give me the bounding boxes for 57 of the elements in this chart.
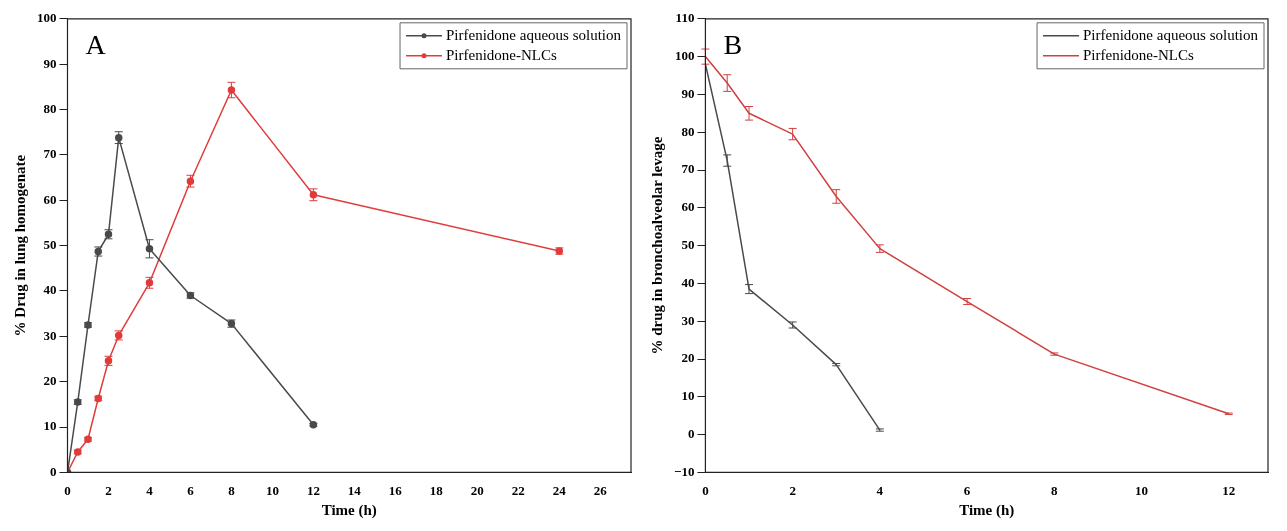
- y-axis-title: % Drug in lung homogenate: [11, 154, 28, 337]
- x-tick-label: 10: [265, 482, 279, 498]
- x-tick-label: 10: [1135, 482, 1149, 498]
- legend-label: Pirfenidone-NLCs: [1083, 46, 1194, 63]
- y-tick-label: 80: [43, 100, 57, 116]
- y-tick-label: 20: [43, 373, 57, 389]
- y-tick-label: 70: [681, 161, 695, 177]
- x-tick-label: 16: [388, 482, 403, 498]
- y-tick-label: 10: [681, 388, 695, 404]
- x-tick-label: 0: [702, 482, 709, 498]
- y-tick-label: 50: [43, 236, 57, 252]
- point: [145, 245, 154, 253]
- x-tick-label: 12: [1222, 482, 1236, 498]
- x-tick-label: 6: [963, 482, 971, 498]
- y-tick-label: 60: [681, 199, 695, 215]
- y-tick-label: 60: [43, 191, 57, 207]
- y-tick-label: 40: [43, 282, 57, 298]
- x-tick-label: 20: [470, 482, 484, 498]
- y-tick-label: 30: [681, 312, 695, 328]
- legend-label: Pirfenidone aqueous solution: [1083, 26, 1259, 43]
- legend-label: Pirfenidone-NLCs: [446, 46, 557, 63]
- y-tick-label: 0: [50, 463, 57, 479]
- y-tick-label: 40: [681, 274, 695, 290]
- y-axis-title: % drug in bronchoalveolar levage: [648, 136, 665, 355]
- x-tick-label: 2: [789, 482, 796, 498]
- y-tick-label: 30: [43, 327, 57, 343]
- y-tick-label: 0: [687, 425, 695, 441]
- x-tick-label: 26: [593, 482, 608, 498]
- y-tick-label: 90: [43, 55, 57, 71]
- y-tick-label: 110: [675, 10, 695, 26]
- x-tick-label: 0: [64, 482, 71, 498]
- legend-label: Pirfenidone aqueous solution: [446, 26, 622, 43]
- y-tick-label: 20: [681, 350, 695, 366]
- x-axis-title: Time (h): [959, 501, 1015, 519]
- annotation: A: [85, 29, 107, 61]
- x-tick-label: 18: [429, 482, 444, 498]
- y-tick-label: 100: [674, 47, 695, 63]
- annotation: B: [723, 29, 743, 61]
- y-tick-label: −10: [673, 463, 695, 479]
- x-tick-label: 2: [105, 482, 112, 498]
- y-tick-label: 70: [43, 146, 57, 162]
- x-tick-label: 6: [187, 482, 195, 498]
- point: [227, 86, 236, 94]
- y-tick-label: 50: [681, 236, 695, 252]
- x-tick-label: 8: [228, 482, 236, 498]
- y-tick-label: 10: [43, 418, 57, 434]
- y-tick-label: 90: [681, 85, 695, 101]
- x-tick-label: 24: [552, 482, 567, 498]
- x-tick-label: 4: [876, 482, 884, 498]
- x-tick-label: 14: [347, 482, 362, 498]
- x-tick-label: 12: [306, 482, 320, 498]
- x-tick-label: 4: [146, 482, 154, 498]
- y-tick-label: 100: [37, 10, 57, 26]
- y-tick-label: 80: [681, 123, 695, 139]
- x-axis-title: Time (h): [321, 501, 377, 519]
- x-tick-label: 22: [511, 482, 525, 498]
- x-tick-label: 8: [1051, 482, 1059, 498]
